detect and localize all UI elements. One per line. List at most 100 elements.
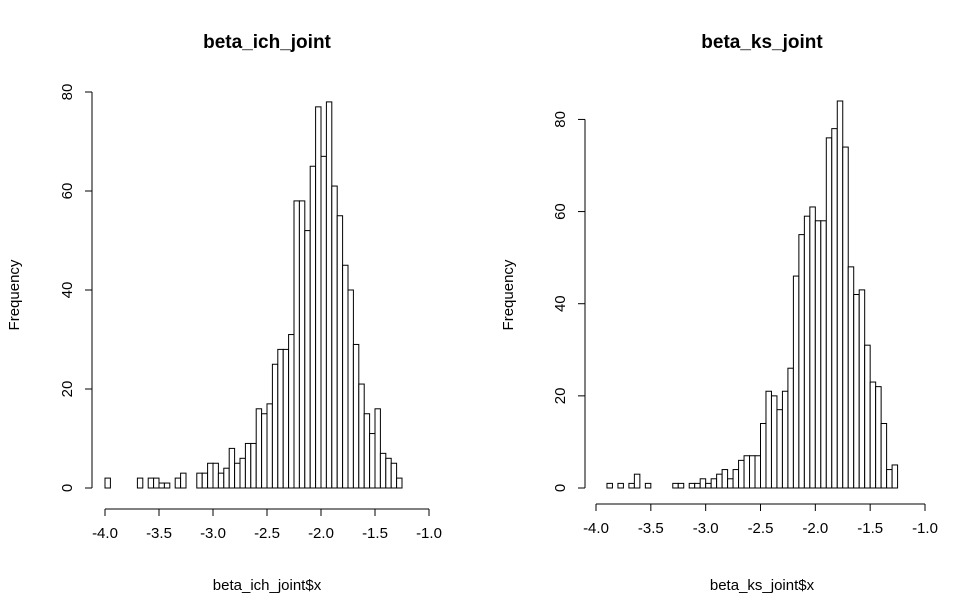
left-histogram-bar xyxy=(147,477,155,489)
right-histogram-bar xyxy=(749,455,756,489)
right-histogram-bar xyxy=(781,390,789,489)
right-x-tick-label: -2.0 xyxy=(802,520,828,537)
left-histogram-bar xyxy=(174,477,182,489)
left-histogram-bar xyxy=(158,482,165,489)
left-x-tick-label: -1.0 xyxy=(416,525,442,542)
right-histogram-bar xyxy=(858,289,866,489)
right-histogram-bar xyxy=(798,234,805,489)
left-histogram-bar xyxy=(363,413,371,489)
left-histogram-bar xyxy=(352,343,360,489)
right-histogram-bar xyxy=(710,478,718,489)
left-histogram-bar xyxy=(180,472,187,489)
right-histogram-bar xyxy=(672,482,679,489)
right-histogram-bar xyxy=(617,482,624,489)
left-bars xyxy=(104,101,403,489)
right-bars xyxy=(606,100,899,489)
right-x-tick-label: -1.5 xyxy=(857,520,883,537)
left-y-tick-label: 60 xyxy=(59,183,76,200)
right-y-axis: 0 20 40 60 80 xyxy=(552,111,586,492)
left-histogram-bar xyxy=(309,165,317,489)
right-histogram-bar xyxy=(787,367,794,489)
left-histogram-bar xyxy=(212,462,219,489)
right-histogram-bar xyxy=(869,381,877,489)
right-histogram-bar xyxy=(694,482,701,489)
left-histogram-bar xyxy=(244,442,252,489)
left-histogram-bar xyxy=(315,106,322,489)
right-x-tick-label: -2.5 xyxy=(748,520,774,537)
right-x-tick-label: -3.5 xyxy=(638,520,664,537)
right-x-tick-label: -4.0 xyxy=(583,520,609,537)
left-histogram-panel: beta_ich_joint -4.0 -3.5 -3.0 -2.5 -2.0 -1.5-… xyxy=(6,32,442,594)
left-histogram-bar xyxy=(379,452,387,489)
right-histogram-bar xyxy=(754,455,762,489)
right-histogram-bar xyxy=(765,390,772,489)
left-histogram-bar xyxy=(282,348,290,489)
right-histogram-bar xyxy=(803,215,811,489)
left-histogram-bar xyxy=(369,433,376,489)
right-y-tick-label: 80 xyxy=(552,111,569,128)
right-histogram-bar xyxy=(831,128,838,489)
left-histogram-bar xyxy=(277,348,284,489)
left-histogram-bar xyxy=(261,413,268,489)
right-histogram-bar xyxy=(836,100,844,489)
left-y-tick-label: 80 xyxy=(59,84,76,101)
right-histogram-bar xyxy=(880,423,888,489)
right-histogram-bar xyxy=(738,459,745,489)
left-histogram-bar xyxy=(234,462,241,489)
left-histogram-bar xyxy=(293,200,300,489)
right-histogram-bar xyxy=(875,386,882,489)
right-x-axis-label: beta_ks_joint$x xyxy=(710,577,815,594)
left-x-tick-label: -3.0 xyxy=(200,525,226,542)
left-histogram-bar xyxy=(331,185,338,489)
right-histogram-bar xyxy=(688,482,696,489)
right-y-tick-label: 60 xyxy=(552,203,569,220)
right-histogram-bar xyxy=(633,473,641,489)
left-histogram-bar xyxy=(217,472,225,489)
right-chart-title: beta_ks_joint xyxy=(701,32,823,53)
left-histogram-bar xyxy=(396,477,403,489)
left-histogram-bar xyxy=(385,457,392,489)
right-histogram-bar xyxy=(699,478,707,489)
right-histogram-bar xyxy=(825,137,833,489)
left-x-axis-label: beta_ich_joint$x xyxy=(213,577,322,594)
right-histogram-bar xyxy=(853,294,860,489)
right-histogram-bar xyxy=(677,482,685,489)
left-histogram-bar xyxy=(336,215,344,489)
right-histogram-bar xyxy=(776,409,783,489)
left-x-tick-label: -1.5 xyxy=(362,525,388,542)
right-histogram-bar xyxy=(727,478,734,489)
left-histogram-bar xyxy=(228,447,236,489)
right-histogram-bar xyxy=(820,220,827,489)
left-histogram-bar xyxy=(358,383,365,489)
right-histogram-bar xyxy=(705,482,712,489)
left-histogram-bar xyxy=(207,462,214,489)
right-y-tick-label: 20 xyxy=(552,388,569,405)
right-histogram-bar xyxy=(606,482,613,489)
right-y-axis-label: Frequency xyxy=(500,259,517,330)
right-histogram-bar xyxy=(891,464,899,489)
left-y-axis-label: Frequency xyxy=(6,259,23,330)
left-x-tick-label: -2.0 xyxy=(308,525,334,542)
left-histogram-bar xyxy=(153,477,160,489)
right-histogram-bar xyxy=(760,423,767,489)
right-histogram-bar xyxy=(628,482,635,489)
right-histogram-bar xyxy=(644,482,652,489)
left-histogram-bar xyxy=(104,477,111,489)
left-x-tick-label: -3.5 xyxy=(146,525,172,542)
left-x-tick-label: -2.5 xyxy=(254,525,280,542)
left-histogram-bar xyxy=(255,408,263,489)
left-y-axis: 0 20 40 60 80 xyxy=(59,84,93,492)
left-histogram-bar xyxy=(239,457,246,489)
right-y-tick-label: 0 xyxy=(552,484,569,492)
right-histogram-bar xyxy=(743,455,751,489)
right-histogram-bar xyxy=(809,206,816,489)
right-y-tick-label: 40 xyxy=(552,295,569,312)
left-histogram-bar xyxy=(374,408,381,489)
right-histogram-bar xyxy=(792,275,800,489)
left-chart-title: beta_ich_joint xyxy=(203,32,331,53)
left-histogram-bar xyxy=(298,200,306,489)
right-histogram-panel: beta_ks_joint -4.0 -3.5 -3.0 -2.5 -2.0 -1.5 -1… xyxy=(500,32,938,594)
left-histogram-bar xyxy=(163,482,171,489)
left-histogram-bar xyxy=(196,472,203,489)
